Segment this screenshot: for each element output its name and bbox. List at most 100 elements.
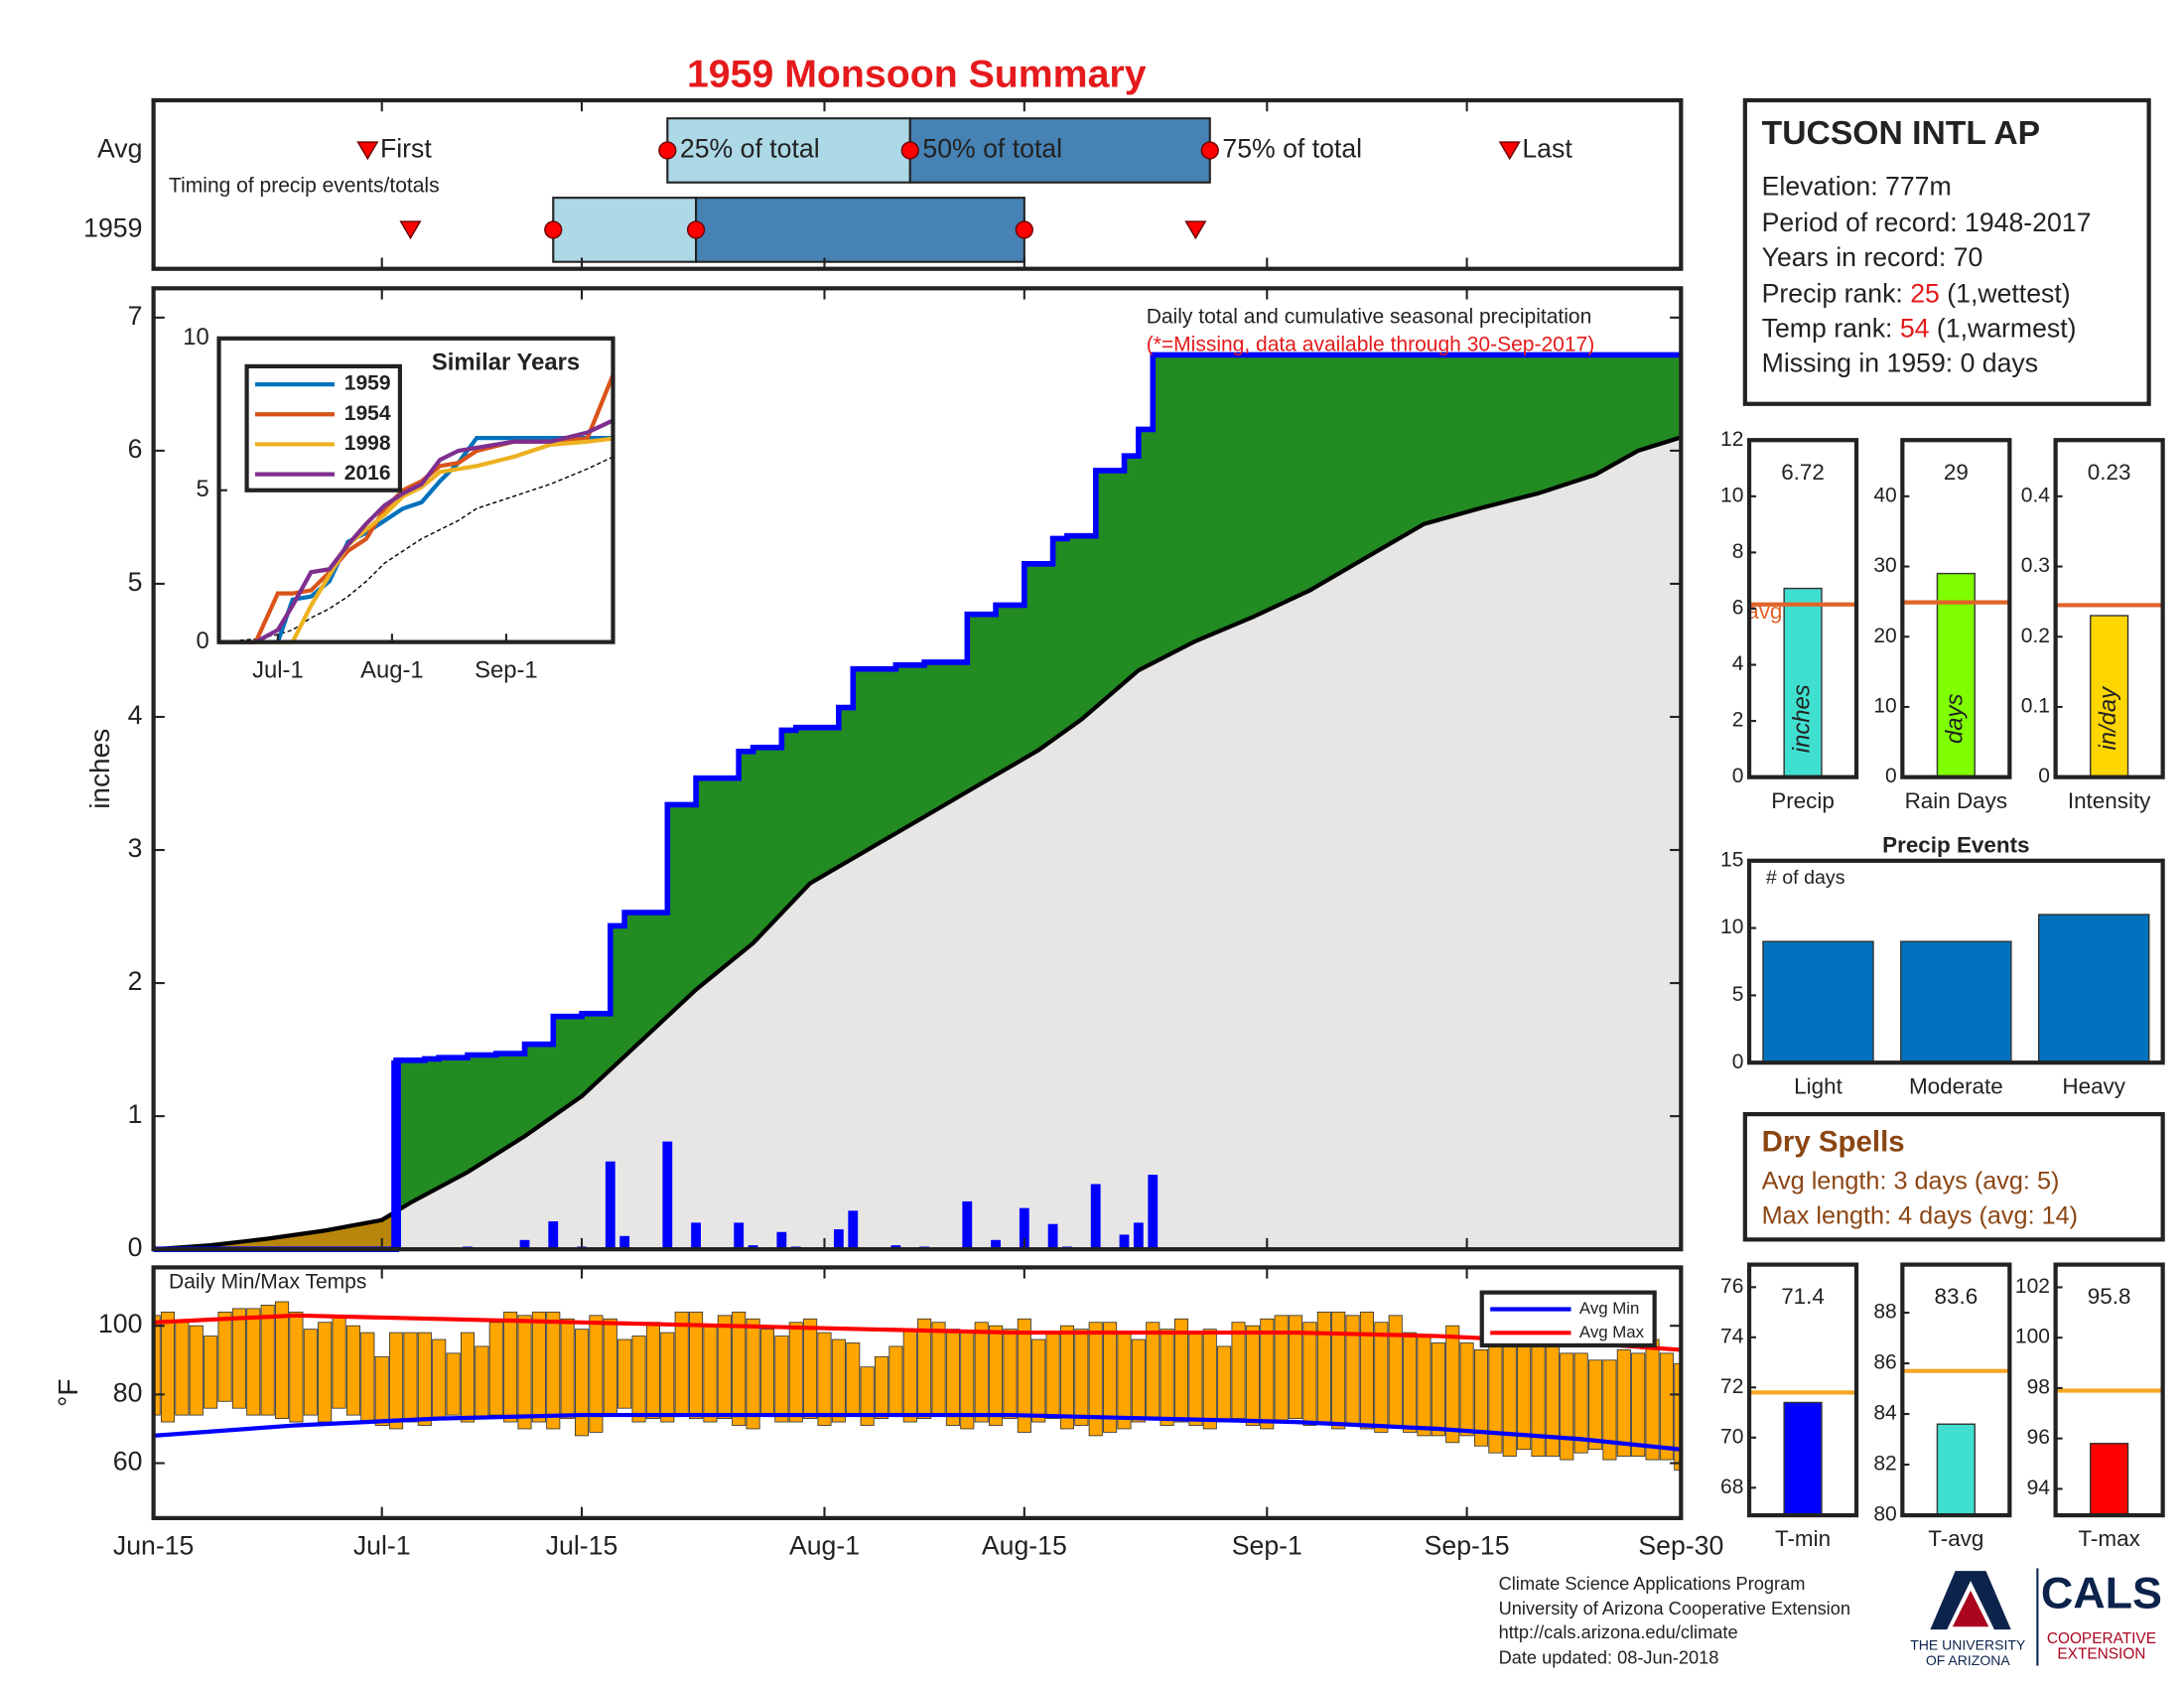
bar xyxy=(1936,572,1976,778)
y-tick-label: 6 xyxy=(1732,597,1744,620)
y-tick-label: 60 xyxy=(113,1447,143,1477)
rank-value: 25 xyxy=(1910,278,1940,308)
temp-range-bar xyxy=(1289,1315,1303,1420)
x-tick-label: Sep-1 xyxy=(475,656,538,683)
value-label: 83.6 xyxy=(1935,1284,1979,1309)
y-tick-label: 84 xyxy=(1873,1402,1897,1425)
y-tick-label: 0.1 xyxy=(2021,695,2050,718)
temp-rank: Temp rank: 54 (1,warmest) xyxy=(1762,313,2077,343)
temp-range-bar xyxy=(231,1308,246,1409)
temp-range-bar xyxy=(1431,1342,1445,1437)
temp-range-bar xyxy=(1160,1329,1174,1426)
temp-range-bar xyxy=(345,1325,360,1416)
x-tick-label: Aug-1 xyxy=(789,1530,860,1560)
y-tick-label: 94 xyxy=(2027,1477,2051,1499)
marker-label: 25% of total xyxy=(680,134,820,164)
x-tick-label: Sep-1 xyxy=(1232,1530,1302,1560)
rank-label: Precip rank: xyxy=(1762,278,1903,308)
marker-label: 75% of total xyxy=(1222,134,1362,164)
daily-bar xyxy=(548,1221,559,1250)
chart-title: Daily Min/Max Temps xyxy=(169,1270,366,1293)
quartile-box xyxy=(695,197,1025,263)
temp-range-bar xyxy=(1403,1332,1418,1433)
cumulative-line xyxy=(153,352,1682,1252)
y-tick-label: 100 xyxy=(98,1309,142,1338)
y-tick-label: 70 xyxy=(1720,1425,1743,1448)
y-tick-label: 7 xyxy=(128,301,143,331)
y-tick-label: 5 xyxy=(1732,983,1744,1006)
temp-range-bar xyxy=(1074,1329,1089,1426)
y-tick-label: 2 xyxy=(128,966,143,996)
y-tick-label: 10 xyxy=(183,324,209,351)
temp-range-bar xyxy=(1602,1359,1617,1461)
temp-range-bar xyxy=(703,1325,718,1423)
x-tick-label: Precip xyxy=(1771,788,1835,813)
temp-range-bar xyxy=(318,1322,333,1423)
footer-line: University of Arizona Cooperative Extens… xyxy=(1499,1598,1850,1618)
temp-range-bar xyxy=(1531,1342,1546,1458)
y-tick-label: 100 xyxy=(2015,1326,2050,1348)
plot-frame xyxy=(216,336,615,644)
x-tick-label: Jul-15 xyxy=(546,1530,618,1560)
temp-range-bar xyxy=(874,1355,889,1420)
y-tick-label: 0 xyxy=(1732,765,1744,787)
temp-range-bar xyxy=(1473,1348,1489,1447)
cals-logo: CALS xyxy=(2041,1567,2162,1618)
value-label: 71.4 xyxy=(1781,1284,1825,1309)
y-tick-label: 2 xyxy=(1732,709,1744,732)
temp-range-bar xyxy=(1316,1311,1331,1423)
rank-value: 54 xyxy=(1900,313,1930,343)
legend-box xyxy=(244,363,402,492)
temp-range-bar xyxy=(1031,1338,1046,1423)
plot-frame xyxy=(151,97,1684,271)
average-temp-line xyxy=(153,1313,1682,1352)
ua-logo-inner xyxy=(1952,1590,1989,1627)
temp-range-bar xyxy=(446,1352,461,1416)
daily-bar xyxy=(391,1059,401,1250)
bar xyxy=(1783,1401,1823,1516)
temp-range-bar xyxy=(888,1345,903,1416)
temp-range-bar xyxy=(1103,1322,1118,1433)
temp-range-bar xyxy=(1388,1315,1403,1426)
value-label: 95.8 xyxy=(2088,1284,2131,1309)
marker-label: 50% of total xyxy=(922,134,1062,164)
temp-range-bar xyxy=(1645,1338,1660,1461)
temp-range-bar xyxy=(360,1332,375,1423)
footer-line: http://cals.arizona.edu/climate xyxy=(1499,1621,1738,1642)
rank-note: (1,wettest) xyxy=(1947,278,2070,308)
temp-range-bar xyxy=(1445,1325,1460,1444)
y-tick-label: 30 xyxy=(1873,554,1896,577)
temp-range-bar xyxy=(1231,1322,1246,1420)
temp-range-bar xyxy=(389,1332,404,1430)
y-tick-label: 1 xyxy=(128,1099,143,1129)
temp-range-bar xyxy=(1131,1338,1146,1423)
footer-line: Climate Science Applications Program xyxy=(1499,1573,1806,1594)
temp-range-bar xyxy=(603,1318,617,1416)
y-tick-label: 0 xyxy=(2038,765,2050,787)
x-tick-label: T-max xyxy=(2078,1526,2139,1551)
temp-range-bar xyxy=(217,1311,232,1402)
rank-label: Temp rank: xyxy=(1762,313,1893,343)
y-axis-label: # of days xyxy=(1766,867,1845,889)
rank-note: (1,warmest) xyxy=(1937,313,2077,343)
plot-frame xyxy=(2053,438,2165,779)
temp-range-bar xyxy=(1573,1352,1588,1454)
y-tick-label: 0 xyxy=(1885,765,1897,787)
temp-range-bar xyxy=(403,1332,418,1423)
footer-line: Date updated: 08-Jun-2018 xyxy=(1499,1646,1719,1667)
temp-range-bar xyxy=(432,1338,447,1420)
temp-range-bar xyxy=(1560,1352,1574,1461)
daily-bar xyxy=(619,1235,630,1250)
station-line: Missing in 1959: 0 days xyxy=(1762,349,2038,378)
temp-range-bar xyxy=(574,1329,590,1437)
temp-range-bar xyxy=(1359,1311,1374,1430)
logo-text: OF ARIZONA xyxy=(1926,1652,2011,1668)
average-line xyxy=(218,456,614,643)
value-label: 0.23 xyxy=(2088,460,2131,485)
x-tick-label: T-min xyxy=(1775,1526,1831,1551)
y-tick-label: 88 xyxy=(1873,1301,1896,1324)
x-tick-label: Heavy xyxy=(2062,1073,2125,1098)
quartile-box xyxy=(908,117,1211,184)
station-name: TUCSON INTL AP xyxy=(1762,115,2040,152)
temp-range-bar xyxy=(175,1322,190,1416)
